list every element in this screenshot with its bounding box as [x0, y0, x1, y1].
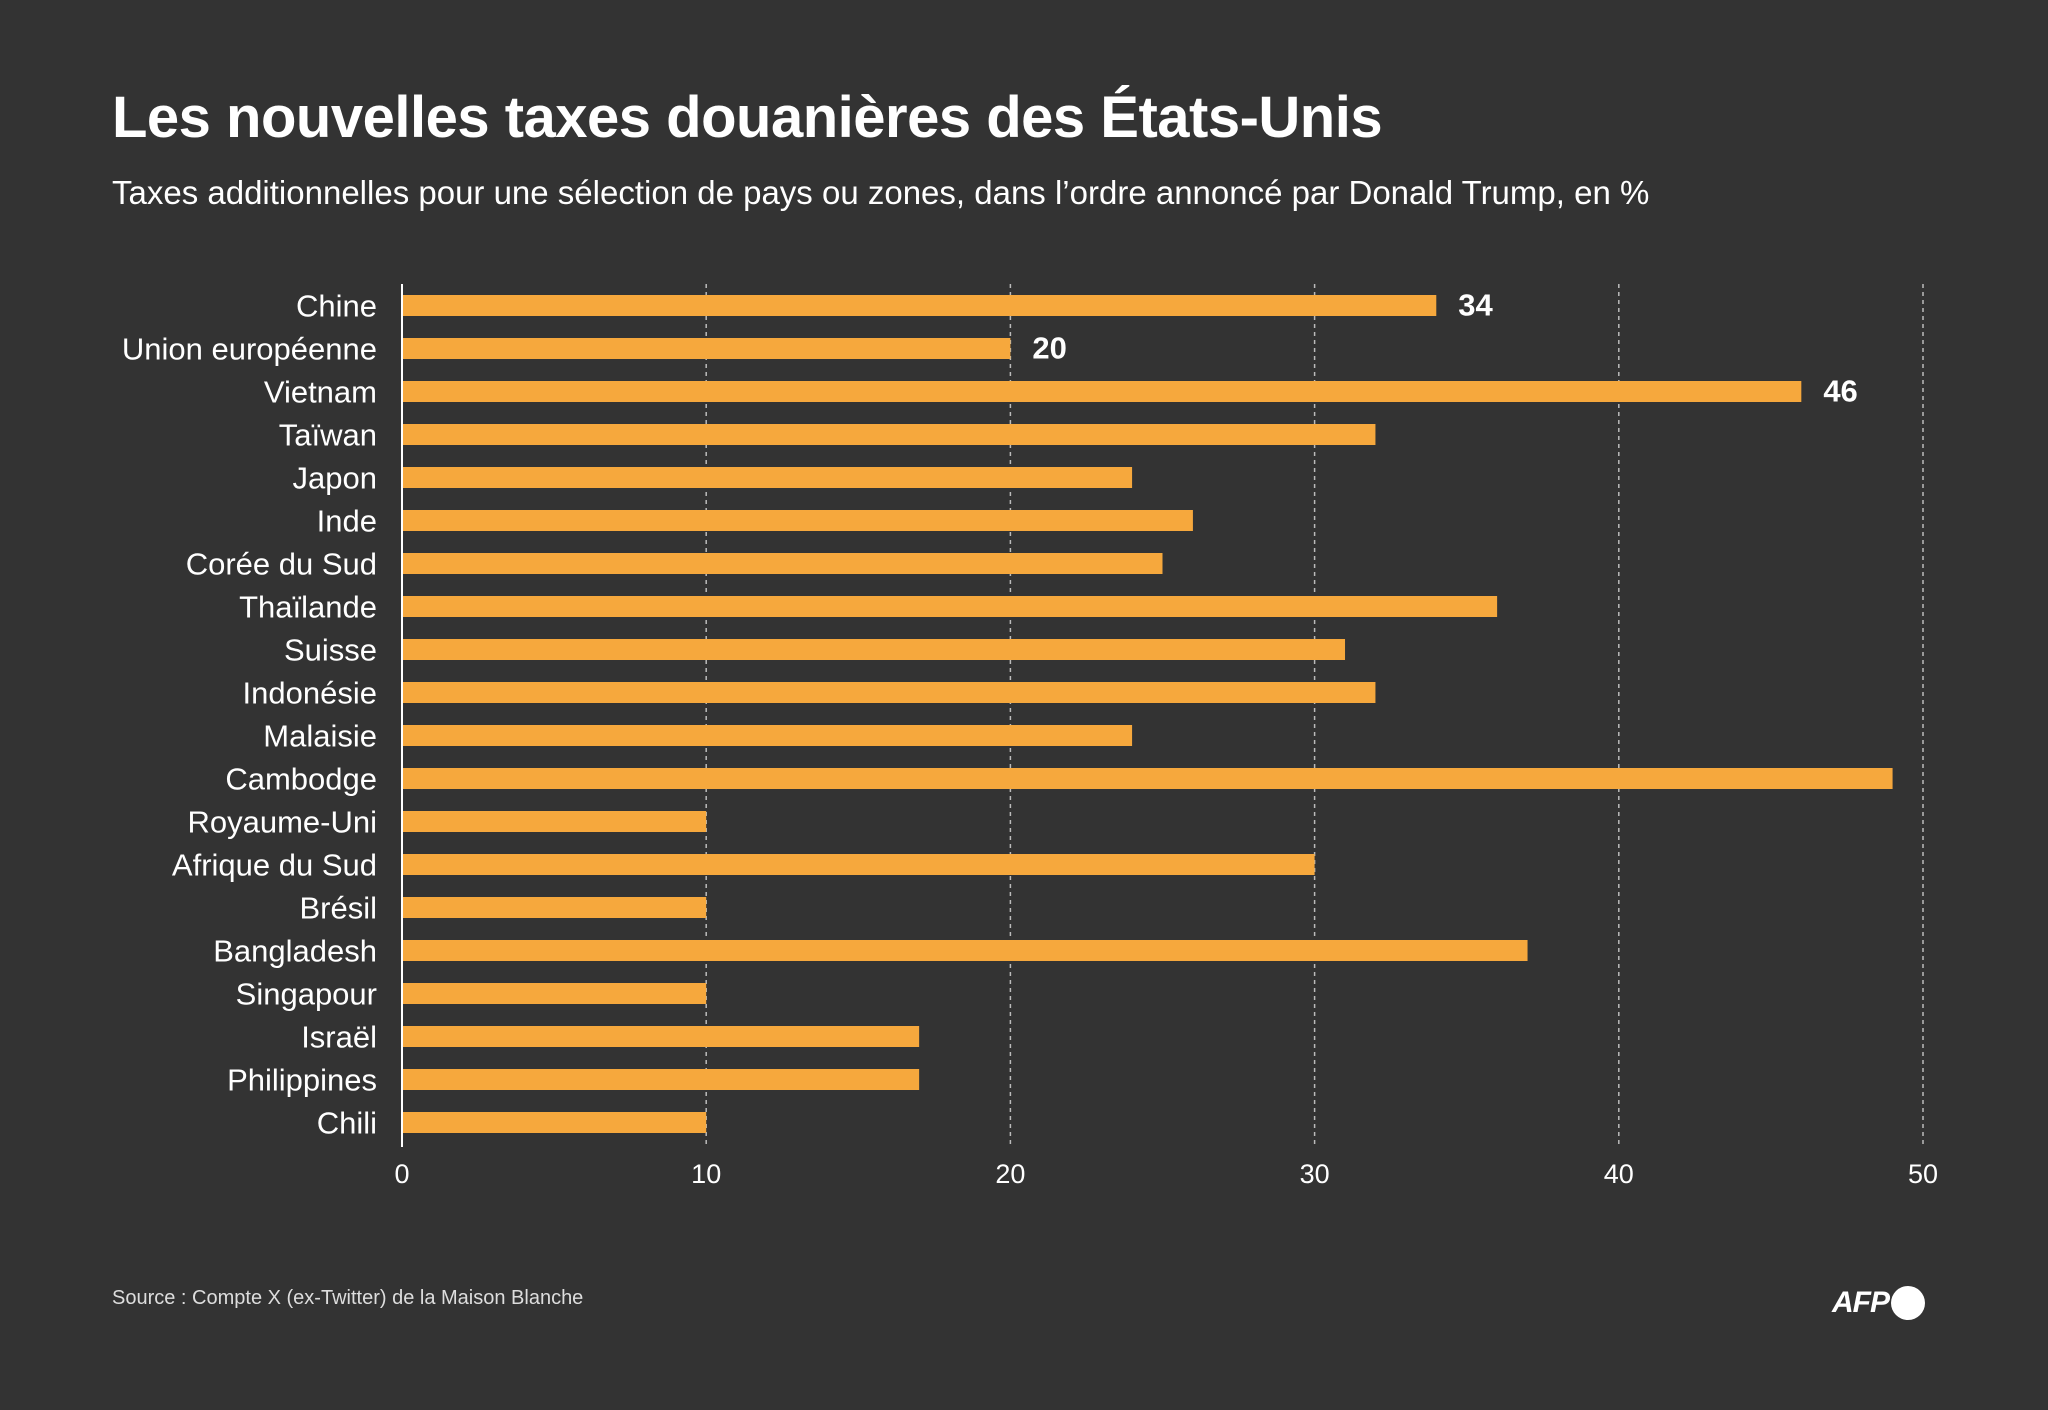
bar-cambodge [402, 768, 1893, 789]
category-label: Inde [317, 504, 377, 539]
category-label: Royaume-Uni [187, 805, 377, 840]
x-tick-label: 30 [1300, 1159, 1330, 1189]
bar-suisse [402, 639, 1346, 660]
category-label: Afrique du Sud [172, 848, 377, 883]
category-label: Corée du Sud [186, 547, 377, 582]
category-label: Israël [301, 1020, 377, 1055]
category-label: Union européenne [122, 332, 377, 367]
category-label: Malaisie [263, 719, 377, 754]
bar-singapour [402, 983, 707, 1004]
chart-title: Les nouvelles taxes douanières des États… [112, 85, 1383, 150]
afp-logo-dot-icon [1891, 1286, 1925, 1320]
bar-afrique-du-sud [402, 854, 1315, 875]
bar-malaisie [402, 725, 1133, 746]
category-label: Indonésie [243, 676, 377, 711]
x-tick-label: 40 [1604, 1159, 1634, 1189]
bar-chili [402, 1112, 707, 1133]
source-note: Source : Compte X (ex-Twitter) de la Mai… [112, 1287, 584, 1309]
data-label: 20 [1032, 331, 1066, 366]
category-label: Vietnam [264, 375, 377, 410]
category-label: Cambodge [225, 762, 377, 797]
category-label: Bangladesh [213, 934, 377, 969]
chart-subtitle: Taxes additionnelles pour une sélection … [112, 174, 1650, 211]
bar-indon-sie [402, 682, 1376, 703]
category-label: Japon [293, 461, 377, 496]
category-label: Chine [296, 289, 377, 324]
grid-lines [705, 284, 1924, 1147]
bar-philippines [402, 1069, 920, 1090]
bar-isra-l [402, 1026, 920, 1047]
bar-royaume-uni [402, 811, 707, 832]
x-tick-label: 0 [394, 1159, 409, 1189]
x-tick-label: 50 [1908, 1159, 1938, 1189]
bar-japon [402, 467, 1133, 488]
category-label: Brésil [299, 891, 377, 926]
category-labels: Chine Union européenne Vietnam Taïwan Japon I… [122, 289, 377, 1141]
category-label: Taïwan [279, 418, 377, 453]
bar-ta-wan [402, 424, 1376, 445]
x-tick-label: 20 [995, 1159, 1025, 1189]
bar-chine [402, 295, 1437, 316]
category-label: Singapour [236, 977, 377, 1012]
category-label: Chili [317, 1106, 377, 1141]
data-label: 46 [1823, 374, 1857, 409]
category-label: Thaïlande [239, 590, 377, 625]
bar-cor-e-du-sud [402, 553, 1163, 574]
bar-tha-lande [402, 596, 1498, 617]
x-axis-ticks: 0 10 20 30 40 50 [394, 1159, 1938, 1189]
bar-inde [402, 510, 1193, 531]
bar-br-sil [402, 897, 707, 918]
x-tick-label: 10 [691, 1159, 721, 1189]
category-label: Philippines [227, 1063, 377, 1098]
bars [402, 295, 1893, 1133]
afp-logo: AFP [1832, 1283, 1925, 1323]
afp-logo-text: AFP [1832, 1286, 1890, 1319]
bar-vietnam [402, 381, 1802, 402]
bar-bangladesh [402, 940, 1528, 961]
bar-union-europ-enne [402, 338, 1011, 359]
data-labels: 34 20 46 [1032, 288, 1857, 409]
data-label: 34 [1458, 288, 1493, 323]
category-label: Suisse [284, 633, 377, 668]
